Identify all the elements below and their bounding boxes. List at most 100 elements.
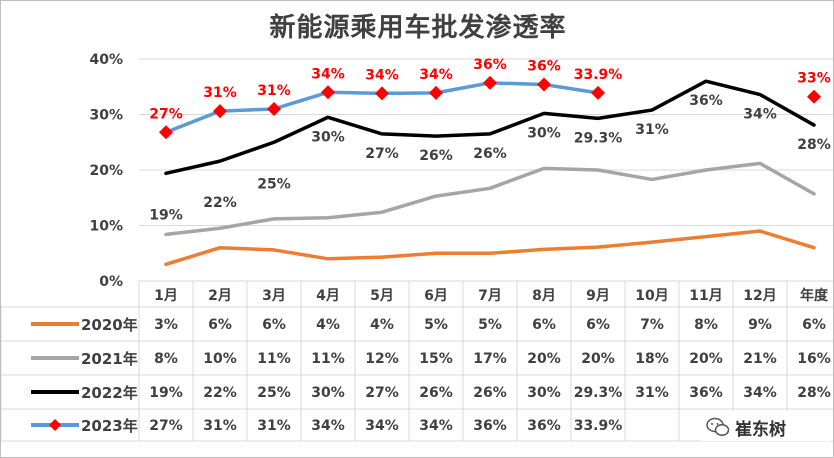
table-cell: 36% <box>473 418 507 434</box>
y-tick-label: 30% <box>89 108 123 124</box>
table-cell: 20% <box>527 351 561 367</box>
table-cell: 30% <box>311 385 345 401</box>
table-cell: 29.3% <box>574 385 623 401</box>
x-tick-label: 3月 <box>262 288 286 304</box>
table-cell: 22% <box>203 385 237 401</box>
data-label-2022: 31% <box>635 122 669 138</box>
table-cell: 15% <box>419 351 453 367</box>
data-point-marker <box>159 125 173 140</box>
table-cell: 6% <box>802 317 826 333</box>
table-cell: 21% <box>743 351 777 367</box>
table-cell: 20% <box>581 351 615 367</box>
x-tick-label: 10月 <box>635 288 668 304</box>
x-tick-label: 1月 <box>154 288 178 304</box>
data-label-2022: 27% <box>365 146 399 162</box>
y-tick-label: 10% <box>89 219 123 235</box>
data-label-2023: 33% <box>797 71 831 87</box>
data-label-2023: 34% <box>311 66 345 82</box>
y-tick-label: 0% <box>99 274 123 290</box>
data-label-2022: 36% <box>689 93 723 109</box>
table-cell: 5% <box>478 317 502 333</box>
table-cell: 27% <box>149 418 183 434</box>
legend-label: 2023年 <box>81 417 138 435</box>
table-cell: 25% <box>257 385 291 401</box>
data-label-2023: 31% <box>203 85 237 101</box>
table-cell: 4% <box>316 317 340 333</box>
y-tick-label: 20% <box>89 163 123 179</box>
x-tick-label: 5月 <box>370 288 394 304</box>
chart-title: 新能源乘用车批发渗透率 <box>269 13 567 43</box>
table-cell: 20% <box>689 351 723 367</box>
data-point-marker <box>213 104 227 119</box>
legend-label: 2020年 <box>81 316 138 334</box>
table-cell: 19% <box>149 385 183 401</box>
table-cell: 8% <box>694 317 718 333</box>
x-tick-label: 12月 <box>743 288 776 304</box>
data-label-2023: 36% <box>527 59 561 75</box>
table-cell: 34% <box>311 418 345 434</box>
data-label-2022: 29.3% <box>574 130 623 146</box>
x-tick-label: 9月 <box>586 288 610 304</box>
x-tick-label: 4月 <box>316 288 340 304</box>
data-point-marker <box>321 85 335 100</box>
table-cell: 33.9% <box>574 418 623 434</box>
data-label-2022: 26% <box>473 146 507 162</box>
table-cell: 31% <box>635 385 669 401</box>
table-cell: 6% <box>586 317 610 333</box>
legend-label: 2021年 <box>81 350 138 368</box>
data-label-2022: 25% <box>257 176 291 192</box>
table-cell: 8% <box>154 351 178 367</box>
table-cell: 10% <box>203 351 237 367</box>
table-cell: 36% <box>527 418 561 434</box>
table-cell: 12% <box>365 351 399 367</box>
table-cell: 11% <box>257 351 291 367</box>
data-label-2022: 26% <box>419 148 453 164</box>
table-cell: 31% <box>203 418 237 434</box>
data-label-2023: 31% <box>257 83 291 99</box>
data-label-2022: 19% <box>149 207 183 223</box>
table-cell: 36% <box>689 385 723 401</box>
table-cell: 34% <box>419 418 453 434</box>
data-point-marker <box>807 89 821 104</box>
legend-label: 2022年 <box>81 384 138 402</box>
series-line-2020年 <box>164 229 816 267</box>
table-cell: 3% <box>154 317 178 333</box>
data-point-marker <box>429 85 443 100</box>
table-cell: 11% <box>311 351 345 367</box>
series-line-2022年 <box>164 79 816 176</box>
table-cell: 31% <box>257 418 291 434</box>
data-point-marker <box>267 101 281 116</box>
data-point-marker <box>591 85 605 100</box>
x-tick-label: 6月 <box>424 288 448 304</box>
watermark: 崔东树 <box>701 411 831 441</box>
data-label-2023: 33.9% <box>574 67 623 83</box>
table-cell: 5% <box>424 317 448 333</box>
table-cell: 6% <box>532 317 556 333</box>
table-cell: 26% <box>473 385 507 401</box>
table-cell: 4% <box>370 317 394 333</box>
table-cell: 30% <box>527 385 561 401</box>
table-cell: 18% <box>635 351 669 367</box>
series-line-2021年 <box>164 161 816 237</box>
watermark-text: 崔东树 <box>735 420 786 440</box>
x-tick-label: 7月 <box>478 288 502 304</box>
table-cell: 27% <box>365 385 399 401</box>
data-label-2023: 34% <box>419 67 453 83</box>
x-tick-label: 年度 <box>800 287 829 304</box>
table-cell: 17% <box>473 351 507 367</box>
data-label-2023: 34% <box>365 67 399 83</box>
table-cell: 6% <box>262 317 286 333</box>
x-tick-label: 8月 <box>532 288 556 304</box>
data-label-2022: 34% <box>743 107 777 123</box>
table-cell: 28% <box>797 385 831 401</box>
table-cell: 6% <box>208 317 232 333</box>
data-label-2022: 30% <box>527 125 561 141</box>
data-label-2023: 27% <box>149 106 183 122</box>
x-tick-label: 2月 <box>208 288 232 304</box>
table-cell: 34% <box>743 385 777 401</box>
table-cell: 16% <box>797 351 831 367</box>
table-cell: 34% <box>365 418 399 434</box>
data-point-marker <box>375 86 389 101</box>
